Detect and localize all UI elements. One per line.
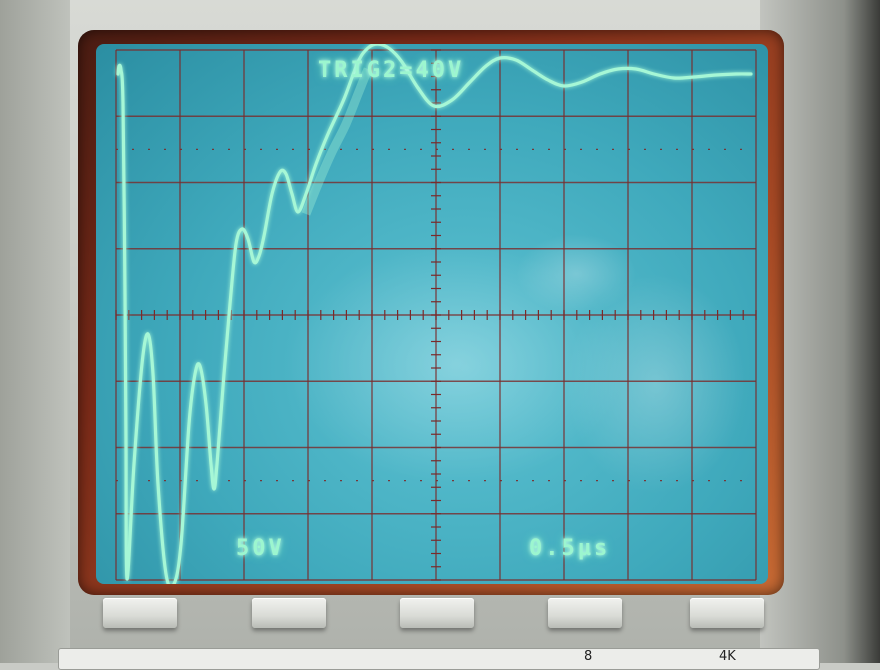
strip-label-a: 8 <box>584 649 593 664</box>
softkey-2[interactable] <box>252 598 326 628</box>
timebase-readout: 0.5µs <box>529 536 611 561</box>
vertical-scale-readout: 50V <box>236 536 285 561</box>
graticule <box>115 49 757 581</box>
softkey-3[interactable] <box>400 598 474 628</box>
softkey-1[interactable] <box>103 598 177 628</box>
oscilloscope-screen: TRIG2=40V 50V 0.5µs <box>96 44 768 584</box>
glass-reflection <box>516 234 636 314</box>
waveform-trace <box>116 44 753 584</box>
softkey-4[interactable] <box>548 598 622 628</box>
strip-label-b: 4K <box>719 649 736 664</box>
trigger-readout: TRIG2=40V <box>318 58 465 83</box>
waveform-smear <box>301 67 373 216</box>
bezel-left-edge <box>0 0 70 663</box>
screen-graphics <box>115 44 757 584</box>
softkey-5[interactable] <box>690 598 764 628</box>
glass-reflection <box>566 274 746 494</box>
label-strip: 8 4K <box>58 648 820 670</box>
